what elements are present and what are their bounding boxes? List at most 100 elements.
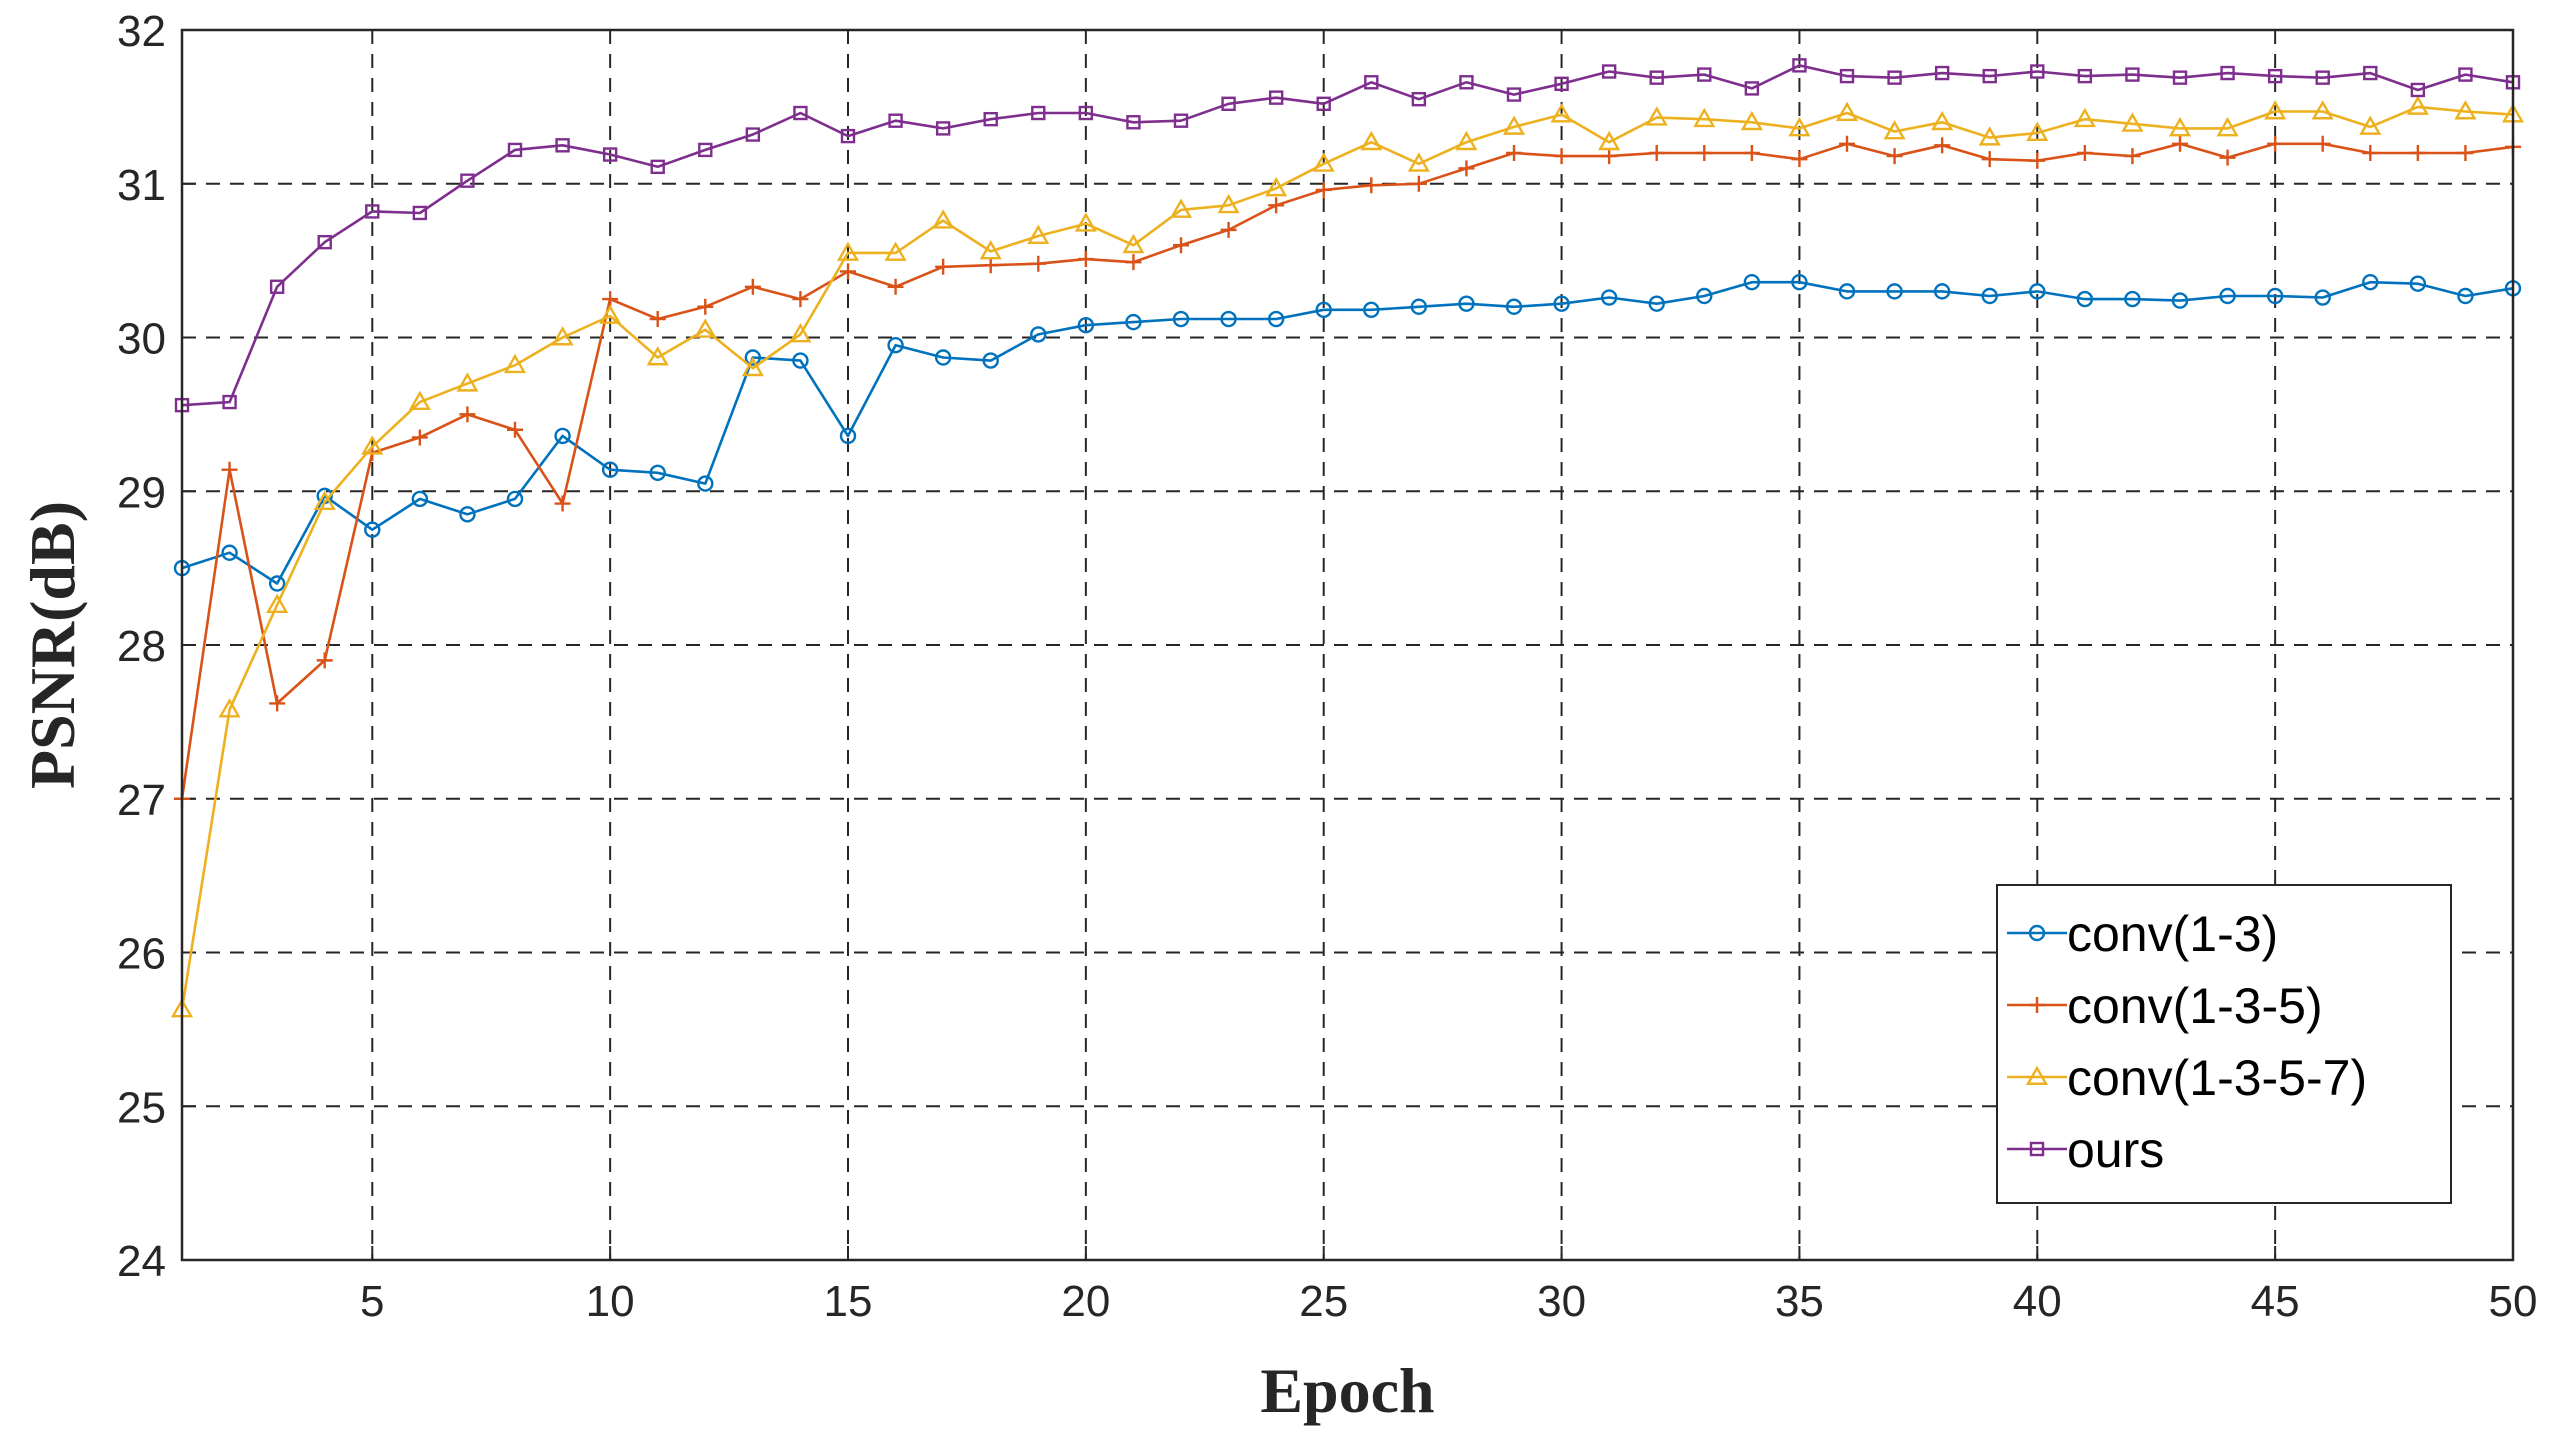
y-tick-label: 31 (117, 161, 166, 210)
legend-item: conv(1-3-5-7) (2007, 1050, 2367, 1106)
data-point (1506, 87, 1522, 102)
data-point (650, 159, 665, 175)
x-tick-label: 15 (824, 1277, 873, 1326)
data-point (2362, 273, 2379, 291)
data-point (1743, 273, 1761, 291)
data-point (1455, 130, 1478, 151)
data-point (1077, 317, 1095, 334)
data-point (411, 429, 428, 446)
data-point (1220, 310, 1237, 328)
data-point (222, 394, 237, 410)
data-point (221, 461, 238, 478)
data-point (840, 263, 856, 280)
data-point (2076, 290, 2094, 308)
data-point (649, 311, 666, 328)
data-point (2314, 135, 2331, 152)
data-point (2125, 67, 2140, 82)
data-point (503, 353, 527, 374)
data-point (2124, 290, 2141, 308)
data-point (1360, 130, 1383, 151)
data-point (1173, 113, 1189, 128)
series-line (180, 105, 2514, 1010)
series-2 (174, 135, 2521, 807)
data-point (2458, 67, 2473, 82)
data-point (2220, 65, 2235, 81)
data-point (793, 105, 808, 121)
x-tick-label: 40 (2013, 1277, 2062, 1326)
data-point (1506, 145, 1522, 161)
data-point (982, 352, 999, 369)
data-point (2406, 95, 2429, 115)
data-point (744, 278, 761, 295)
data-point (1030, 326, 1047, 343)
data-point (2076, 145, 2093, 161)
series-1 (173, 273, 2522, 592)
data-point (266, 593, 289, 613)
data-point (744, 349, 762, 366)
data-point (2172, 135, 2188, 152)
data-point (554, 427, 571, 445)
data-point (887, 278, 904, 295)
data-point (1697, 67, 1712, 82)
data-point (412, 205, 428, 221)
legend-swatch-marker (2028, 924, 2046, 942)
data-point (2267, 135, 2284, 152)
data-point (269, 279, 285, 294)
data-point (2457, 145, 2474, 161)
data-point (1316, 96, 1331, 112)
series-4 (174, 58, 2521, 413)
data-point (1649, 70, 1664, 85)
data-point (1169, 198, 1193, 218)
grid (182, 30, 2513, 1260)
data-point (2219, 149, 2236, 166)
data-point (1791, 273, 1808, 291)
data-point (2216, 116, 2239, 137)
data-point (1887, 70, 1902, 85)
data-point (1933, 283, 1951, 300)
data-point (1217, 193, 1240, 214)
data-point (1788, 116, 1811, 137)
data-point (1315, 301, 1332, 319)
y-tick-label: 27 (117, 776, 166, 825)
data-point (2315, 70, 2330, 85)
data-point (459, 506, 476, 523)
data-point (1598, 130, 1621, 151)
data-point (555, 138, 570, 153)
data-point (1363, 177, 1380, 194)
data-point (792, 291, 809, 308)
data-point (1030, 255, 1047, 272)
data-point (602, 291, 619, 308)
y-tick-label: 30 (117, 315, 166, 364)
data-point (884, 241, 907, 261)
legend: conv(1-3) conv(1-3-5) conv(1-3-5-7) ours (1996, 884, 2452, 1204)
data-point (1027, 224, 1050, 244)
data-point (2171, 292, 2189, 309)
data-point (694, 318, 717, 338)
data-point (1363, 301, 1380, 319)
data-point (983, 111, 998, 127)
x-tick-label: 10 (586, 1277, 635, 1326)
data-point (1364, 75, 1379, 90)
data-point (1934, 65, 1950, 81)
data-point (2311, 100, 2334, 120)
data-point (789, 323, 812, 343)
y-tick-label: 24 (117, 1237, 166, 1286)
data-point (1265, 176, 1288, 197)
data-point (1077, 251, 1094, 268)
x-tick-label: 30 (1537, 1277, 1586, 1326)
data-point (1645, 106, 1668, 126)
data-point (1792, 58, 1807, 73)
data-point (2267, 68, 2283, 84)
data-point (2029, 283, 2046, 300)
data-point (1886, 148, 1903, 165)
data-point (1268, 197, 1285, 214)
data-point (646, 346, 669, 366)
data-point (934, 349, 952, 366)
data-point (2409, 275, 2427, 292)
data-point (1693, 107, 1716, 128)
data-point (2168, 116, 2192, 137)
data-point (745, 127, 761, 142)
legend-label: conv(1-3-5) (2067, 978, 2323, 1034)
x-tick-label: 50 (2489, 1277, 2538, 1326)
